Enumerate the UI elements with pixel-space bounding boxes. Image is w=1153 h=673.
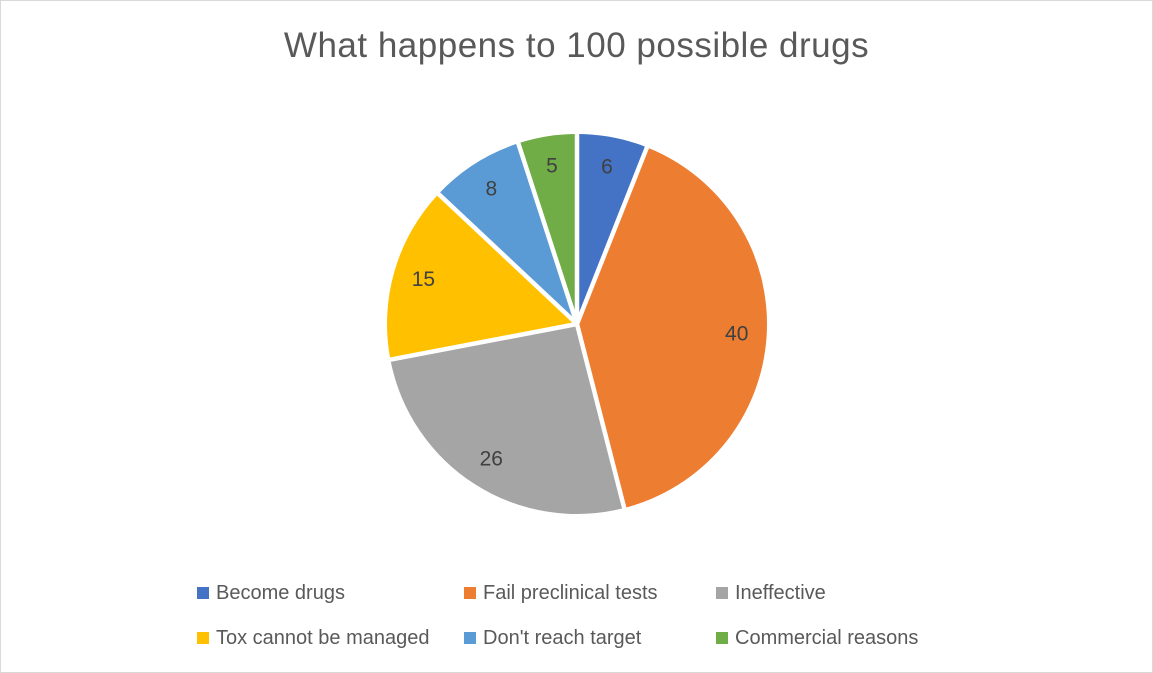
pie-chart: 6 40 26 15 8 5: [387, 133, 767, 514]
data-label-don-t-reach-target: 8: [485, 177, 497, 200]
data-label-become-drugs: 6: [601, 155, 613, 178]
legend-swatch-dont-reach-target-icon: [464, 632, 476, 644]
legend-swatch-ineffective-icon: [716, 587, 728, 599]
slice-separator: [515, 141, 580, 325]
legend-label: Tox cannot be managed: [216, 626, 430, 649]
pie-slice-don-t-reach-target[interactable]: [438, 143, 578, 324]
legend-item-fail-preclinical-tests[interactable]: Fail preclinical tests: [464, 581, 716, 605]
data-label-commercial-reasons: 5: [546, 155, 558, 178]
pie-slice-tox-cannot-be-managed[interactable]: [387, 193, 577, 360]
slice-separator: [574, 323, 627, 510]
data-label-ineffective: 26: [480, 448, 503, 471]
legend-label: Commercial reasons: [735, 626, 919, 649]
slice-separator: [436, 191, 579, 326]
legend-item-become-drugs[interactable]: Become drugs: [197, 581, 464, 605]
chart-title: What happens to 100 possible drugs: [283, 26, 870, 65]
data-label-fail-preclinical-tests: 40: [725, 323, 748, 346]
legend-swatch-fail-preclinical-tests-icon: [464, 587, 476, 599]
chart-legend: Become drugs Fail preclinical tests Inef…: [197, 581, 918, 650]
legend-item-tox-cannot-be-managed[interactable]: Tox cannot be managed: [197, 626, 464, 650]
data-label-tox-cannot-be-managed: 15: [412, 268, 435, 291]
legend-swatch-commercial-reasons-icon: [716, 632, 728, 644]
legend-item-ineffective[interactable]: Ineffective: [716, 581, 918, 605]
slice-separator: [574, 145, 650, 325]
legend-swatch-tox-cannot-be-managed-icon: [197, 632, 209, 644]
pie-slice-ineffective[interactable]: [390, 324, 625, 514]
slice-separator: [388, 321, 578, 363]
pie-slice-fail-preclinical-tests[interactable]: [577, 147, 767, 509]
legend-swatch-become-drugs-icon: [197, 587, 209, 599]
legend-label: Become drugs: [216, 581, 345, 604]
legend-label: Don't reach target: [483, 626, 642, 649]
legend-label: Fail preclinical tests: [483, 581, 658, 604]
legend-item-commercial-reasons[interactable]: Commercial reasons: [716, 626, 918, 650]
legend-item-dont-reach-target[interactable]: Don't reach target: [464, 626, 716, 650]
legend-label: Ineffective: [735, 581, 826, 604]
